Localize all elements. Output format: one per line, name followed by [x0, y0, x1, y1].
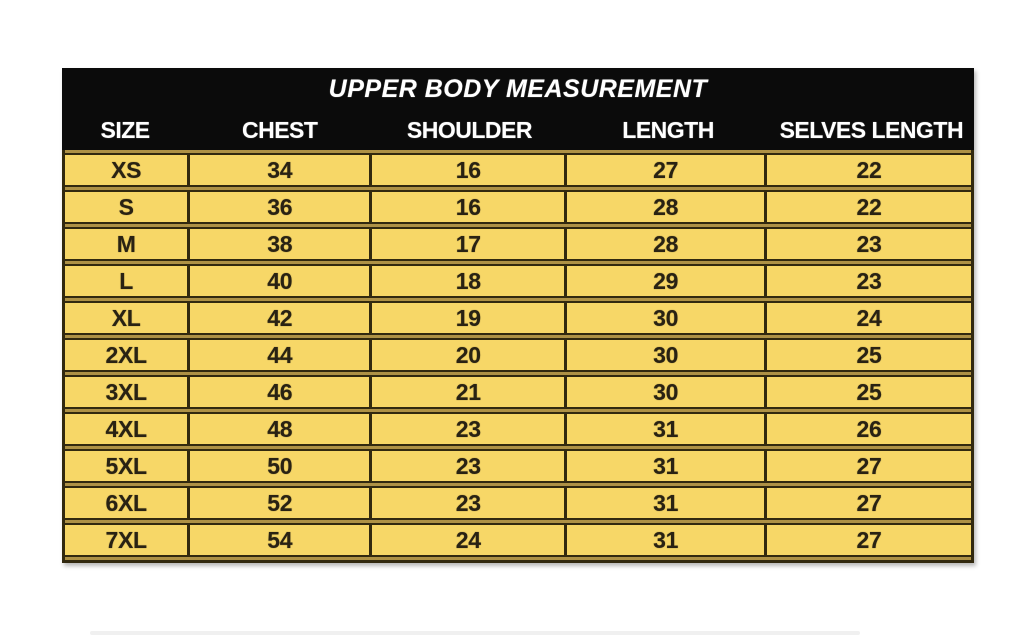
measurement-cell: 17 [372, 227, 568, 261]
measurement-cell: 28 [567, 227, 768, 261]
column-header-chest: CHEST [242, 116, 318, 143]
measurement-cell: 36 [190, 190, 373, 224]
measurement-cell: 34 [190, 153, 373, 187]
measurement-cell: 23 [767, 227, 971, 261]
table-row: 4XL 48 23 31 26 [65, 412, 971, 446]
measurement-cell: 31 [567, 449, 768, 483]
size-cell: XS [65, 153, 191, 187]
size-cell: 7XL [65, 523, 191, 557]
column-header-selves-length: SELVES LENGTH [779, 116, 964, 143]
table-title: UPPER BODY MEASUREMENT [328, 74, 708, 103]
measurement-cell: 22 [767, 190, 971, 224]
measurement-cell: 46 [190, 375, 373, 409]
measurement-cell: 27 [767, 449, 971, 483]
measurement-cell: 29 [567, 264, 768, 298]
measurement-cell: 27 [567, 153, 768, 187]
measurement-cell: 21 [372, 375, 568, 409]
table-title-row: UPPER BODY MEASUREMENT [62, 68, 974, 110]
column-header-row: SIZE CHEST SHOULDER LENGTH SELVES LENGTH [62, 110, 974, 150]
measurement-cell: 52 [190, 486, 373, 520]
measurement-cell: 30 [567, 338, 768, 372]
measurement-cell: 22 [767, 153, 971, 187]
table-row: XL 42 19 30 24 [65, 301, 971, 335]
measurement-cell: 24 [372, 523, 568, 557]
measurement-cell: 25 [767, 375, 971, 409]
size-chart-table: UPPER BODY MEASUREMENT SIZE CHEST SHOULD… [62, 68, 974, 563]
size-cell: M [65, 227, 191, 261]
table-row: 5XL 50 23 31 27 [65, 449, 971, 483]
measurement-cell: 16 [372, 190, 568, 224]
measurement-table: XS 34 16 27 22 S 36 16 28 22 M 38 17 28 23 L 40 18 29 23 XL 4… [65, 150, 971, 560]
measurement-cell: 38 [190, 227, 373, 261]
measurement-cell: 19 [372, 301, 568, 335]
measurement-cell: 48 [190, 412, 373, 446]
measurement-cell: 54 [190, 523, 373, 557]
table-row: M 38 17 28 23 [65, 227, 971, 261]
measurement-cell: 23 [372, 486, 568, 520]
measurement-cell: 24 [767, 301, 971, 335]
table-row: XS 34 16 27 22 [65, 153, 971, 187]
column-header-size: SIZE [100, 116, 151, 143]
size-cell: L [65, 264, 191, 298]
measurement-cell: 23 [372, 412, 568, 446]
measurement-cell: 20 [372, 338, 568, 372]
measurement-cell: 27 [767, 486, 971, 520]
table-row: 6XL 52 23 31 27 [65, 486, 971, 520]
measurement-cell: 31 [567, 486, 768, 520]
table-row: 3XL 46 21 30 25 [65, 375, 971, 409]
measurement-cell: 26 [767, 412, 971, 446]
measurement-cell: 50 [190, 449, 373, 483]
measurement-cell: 30 [567, 301, 768, 335]
size-cell: 3XL [65, 375, 191, 409]
table-row: 7XL 54 24 31 27 [65, 523, 971, 557]
measurement-cell: 28 [567, 190, 768, 224]
measurement-cell: 25 [767, 338, 971, 372]
size-cell: 4XL [65, 412, 191, 446]
bottom-artifact-line [90, 631, 860, 635]
measurement-cell: 42 [190, 301, 373, 335]
column-header-shoulder: SHOULDER [406, 116, 533, 143]
size-cell: 2XL [65, 338, 191, 372]
measurement-cell: 23 [372, 449, 568, 483]
measurement-cell: 31 [567, 523, 768, 557]
size-cell: XL [65, 301, 191, 335]
measurement-cell: 18 [372, 264, 568, 298]
measurement-cell: 16 [372, 153, 568, 187]
table-row: S 36 16 28 22 [65, 190, 971, 224]
measurement-cell: 44 [190, 338, 373, 372]
size-cell: 5XL [65, 449, 191, 483]
measurement-cell: 40 [190, 264, 373, 298]
column-header-length: LENGTH [622, 116, 714, 143]
table-rows: XS 34 16 27 22 S 36 16 28 22 M 38 17 28 23 L 40 18 29 23 XL 4… [65, 153, 971, 557]
measurement-cell: 31 [567, 412, 768, 446]
table-body: XS 34 16 27 22 S 36 16 28 22 M 38 17 28 23 L 40 18 29 23 XL 4… [62, 150, 974, 563]
table-row: 2XL 44 20 30 25 [65, 338, 971, 372]
size-cell: S [65, 190, 191, 224]
measurement-cell: 27 [767, 523, 971, 557]
measurement-cell: 23 [767, 264, 971, 298]
measurement-cell: 30 [567, 375, 768, 409]
table-header: UPPER BODY MEASUREMENT SIZE CHEST SHOULD… [62, 68, 974, 150]
table-row: L 40 18 29 23 [65, 264, 971, 298]
size-cell: 6XL [65, 486, 191, 520]
